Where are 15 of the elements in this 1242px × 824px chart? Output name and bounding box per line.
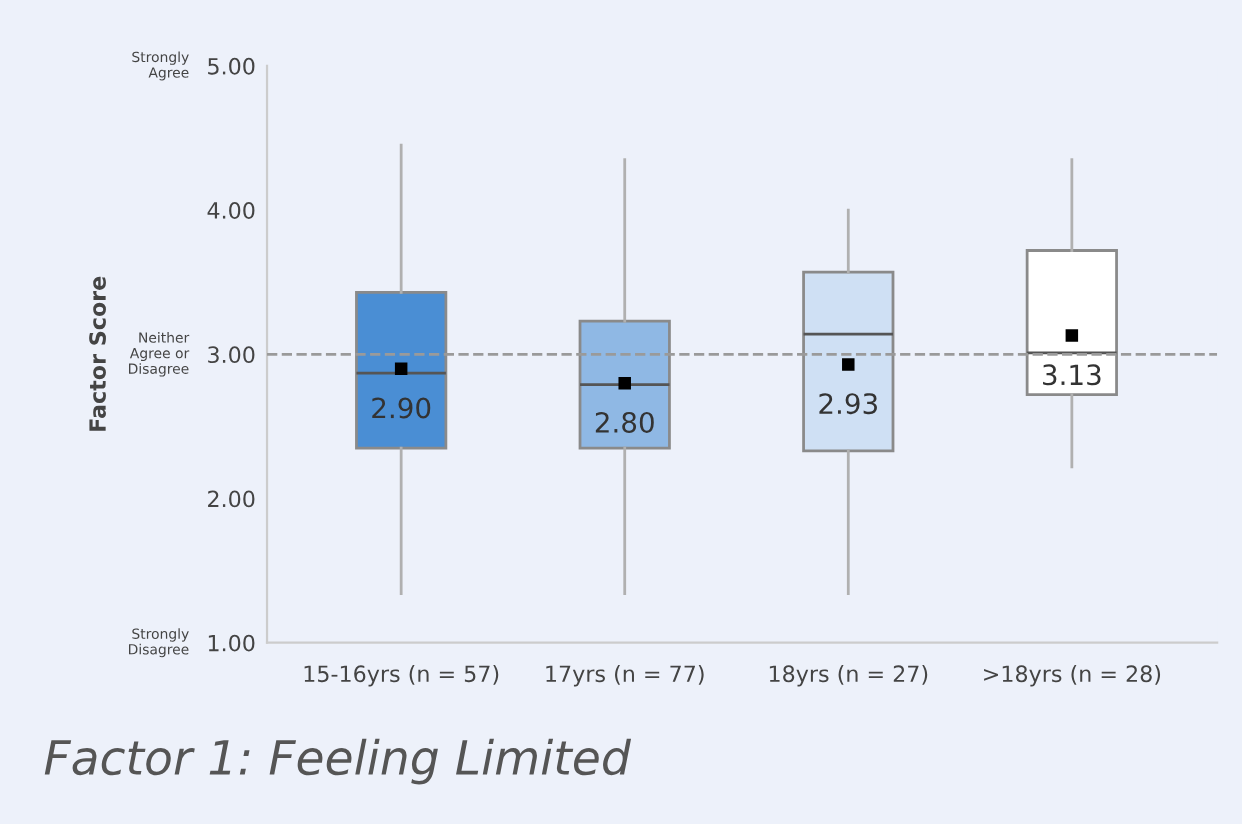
y-tick-label: 1.00 (208, 634, 255, 652)
text: 2.90 (372, 397, 431, 419)
text: 2.93 (819, 393, 877, 415)
y-tick-label: 5.00 (208, 57, 255, 75)
y-tick-label: 2.00 (208, 490, 255, 508)
x-tick-label: >18yrs (n = 28) (984, 664, 1161, 687)
x-tick-label: 18yrs (n = 27) (769, 664, 928, 687)
text: Factor 1: Feeling Limited (44, 738, 632, 785)
x-tick-label: 17yrs (n = 77) (546, 664, 704, 687)
y-tick-label: 4.00 (207, 202, 255, 219)
text: 3.13 (1043, 364, 1101, 386)
x-tick-label: 15-16yrs (n = 57) (304, 664, 499, 687)
y-axis-title: Factor Score (89, 276, 106, 431)
text: 2.80 (595, 411, 654, 433)
y-tick-label: 3.00 (208, 346, 255, 364)
